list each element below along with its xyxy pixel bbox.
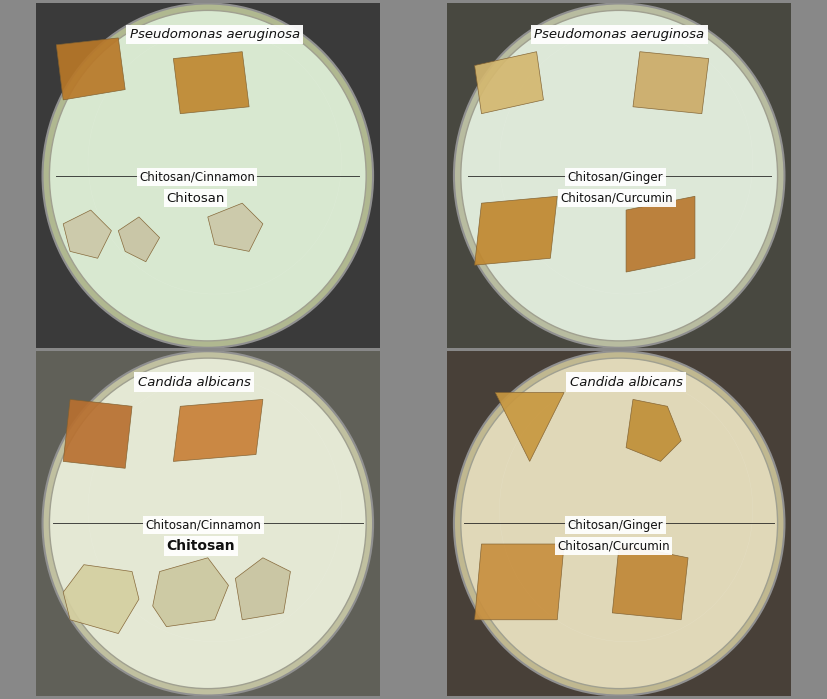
- Polygon shape: [633, 52, 709, 114]
- Ellipse shape: [454, 351, 785, 696]
- Text: Pseudomonas aeruginosa: Pseudomonas aeruginosa: [534, 28, 705, 41]
- Polygon shape: [174, 399, 263, 461]
- Polygon shape: [475, 52, 543, 114]
- Polygon shape: [56, 38, 125, 100]
- Polygon shape: [495, 393, 564, 461]
- Polygon shape: [236, 558, 290, 620]
- Polygon shape: [63, 210, 112, 258]
- Ellipse shape: [50, 10, 366, 341]
- Text: Chitosan/Cinnamon: Chitosan/Cinnamon: [139, 171, 255, 184]
- Polygon shape: [208, 203, 263, 252]
- Text: Pseudomonas aeruginosa: Pseudomonas aeruginosa: [130, 28, 299, 41]
- Polygon shape: [63, 399, 132, 468]
- Text: Chitosan/Curcumin: Chitosan/Curcumin: [557, 539, 670, 552]
- Text: Chitosan/Curcumin: Chitosan/Curcumin: [561, 192, 673, 205]
- Polygon shape: [475, 196, 557, 265]
- Polygon shape: [174, 52, 249, 114]
- Polygon shape: [63, 565, 139, 633]
- Text: Chitosan/Ginger: Chitosan/Ginger: [567, 519, 663, 531]
- Ellipse shape: [461, 10, 777, 341]
- Polygon shape: [475, 544, 564, 620]
- Polygon shape: [118, 217, 160, 261]
- Polygon shape: [626, 196, 695, 272]
- Ellipse shape: [50, 358, 366, 689]
- Text: Chitosan: Chitosan: [166, 192, 225, 205]
- Text: Candida albicans: Candida albicans: [137, 375, 251, 389]
- Ellipse shape: [461, 358, 777, 689]
- Ellipse shape: [42, 351, 373, 696]
- Ellipse shape: [454, 3, 785, 348]
- Text: Chitosan/Cinnamon: Chitosan/Cinnamon: [146, 519, 261, 531]
- Polygon shape: [626, 399, 681, 461]
- Ellipse shape: [42, 3, 373, 348]
- Text: Chitosan/Ginger: Chitosan/Ginger: [567, 171, 663, 184]
- Text: Candida albicans: Candida albicans: [570, 375, 682, 389]
- Polygon shape: [153, 558, 228, 626]
- Text: Chitosan: Chitosan: [166, 539, 235, 553]
- Polygon shape: [612, 544, 688, 620]
